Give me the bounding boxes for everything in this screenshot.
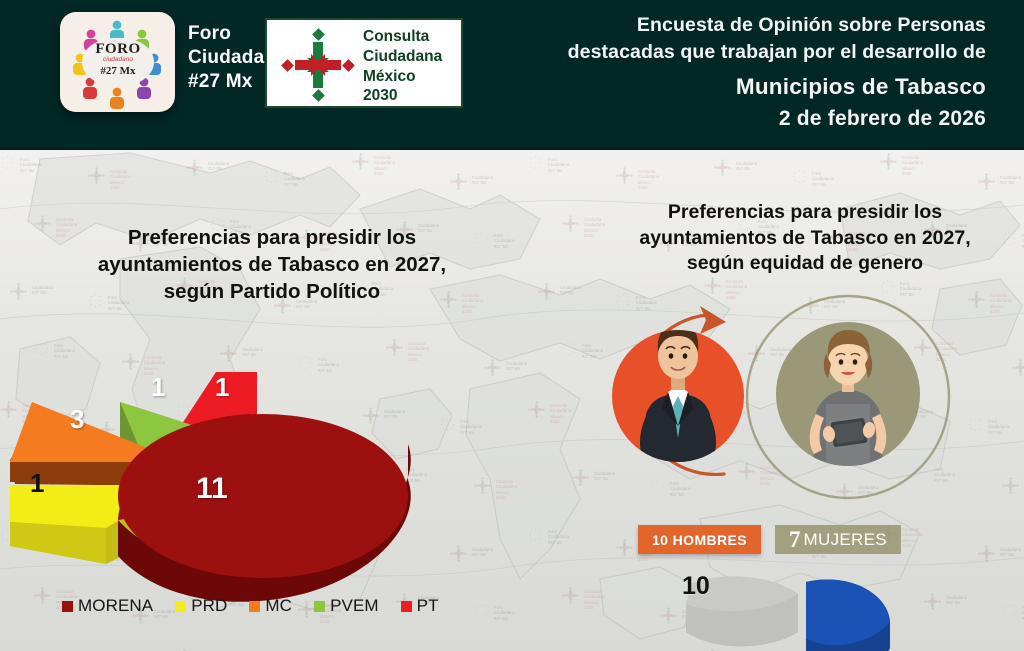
left-title-line-2: ayuntamientos de Tabasco en 2027, [97,253,447,277]
consulta-line-2: Ciudadana [363,47,443,65]
men-count-bar: 10 HOMBRES [638,525,762,554]
right-title-line-1: Preferencias para presidir los [667,201,943,223]
gender-count-bars: 10 HOMBRES 7 MUJERES [638,525,901,554]
consulta-logo-text: Consulta Ciudadana México 2030 [363,27,442,106]
men-arrow-head [700,306,726,334]
legend-swatch-prd [175,600,187,612]
legend-item-pvem[interactable]: PVEM [314,596,379,616]
man-avatar-icon [640,330,716,462]
legend-item-morena[interactable]: MORENA [62,596,153,616]
legend-swatch-pvem [314,600,326,612]
bottom-pie-graphic [686,576,890,651]
women-count-bar: 7 MUJERES [775,525,901,554]
party-legend: MORENA PRD MC PVEM PT [62,596,439,616]
foro-logo-text: Foro Ciudadano #27 Mx [188,22,288,93]
legend-item-prd[interactable]: PRD [175,596,227,616]
right-title-line-2: ayuntamientos de Tabasco en 2027, [639,226,971,249]
right-title-line-3: según equidad de genero [686,252,924,275]
men-count-label: 10 HOMBRES [652,531,748,548]
consulta-line-4: 2030 [363,87,398,105]
foro-word-tag: #27 Mx [100,65,136,77]
legend-label-pt: PT [416,596,439,615]
party-pie-chart: 11 3 1 1 1 [10,350,460,650]
left-title-line-1: Preferencias para presidir los [127,226,417,249]
header-title-line-1: Encuesta de Opinión sobre Personas [636,14,986,36]
right-chart-title: Preferencias para presidir los ayuntamie… [614,200,996,277]
party-pie-graphic [10,372,411,602]
foro-text-line-1: Foro [188,23,232,44]
header-title-line-2: destacadas que trabajan por el desarroll… [567,40,986,63]
foro-word-main: FORO [95,41,141,57]
legend-swatch-mc [249,600,261,612]
legend-label-pvem: PVEM [330,596,379,615]
legend-label-prd: PRD [191,596,228,615]
foro-text-line-3: #27 Mx [188,70,253,92]
consulta-line-3: México [363,67,416,85]
header-date: 2 de febrero de 2026 [778,106,986,130]
legend-swatch-pt [400,600,412,612]
pie-value-prd: 1 [30,468,45,498]
women-count-word: MUJERES [803,529,887,549]
pie-value-morena: 11 [196,472,228,505]
women-count-number: 7 [789,526,801,552]
gender-graphic-svg [612,294,951,500]
pie-value-mc: 3 [70,404,85,434]
left-title-line-3: según Partido Político [163,280,381,304]
header-bar: FORO ciudadano #27 Mx Foro Ciudadano #27… [0,0,1024,150]
woman-avatar-icon [809,330,887,466]
consulta-ciudadana-logo: Consulta Ciudadana México 2030 [265,18,463,108]
header-title-line-3: Municipios de Tabasco [735,73,986,99]
pie-value-pvem: 1 [151,372,166,402]
legend-item-mc[interactable]: MC [249,596,292,616]
foro-word-sub: ciudadano [103,56,133,63]
gender-comparison-graphic [600,292,960,512]
pie-slice-morena [118,414,411,602]
bottom-pie-value-label: 10 [682,572,710,600]
foro-center-disc: FORO ciudadano #27 Mx [82,38,154,86]
foro-ciudadano-logo: FORO ciudadano #27 Mx [60,12,175,112]
legend-label-morena: MORENA [78,596,154,615]
women-outer-ring [745,294,951,500]
bottom-partial-pie-chart: 10 [620,560,1024,651]
legend-item-pt[interactable]: PT [400,596,439,616]
pie-value-pt: 1 [215,372,230,402]
header-title-block: Encuesta de Opinión sobre Personas desta… [346,12,986,133]
legend-swatch-morena [62,600,73,612]
foro-text-line-2: Ciudadano [188,46,288,68]
consulta-diamond-icon [281,28,355,102]
left-chart-title: Preferencias para presidir los ayuntamie… [72,224,472,305]
legend-label-mc: MC [265,596,293,615]
consulta-line-1: Consulta [363,28,430,45]
